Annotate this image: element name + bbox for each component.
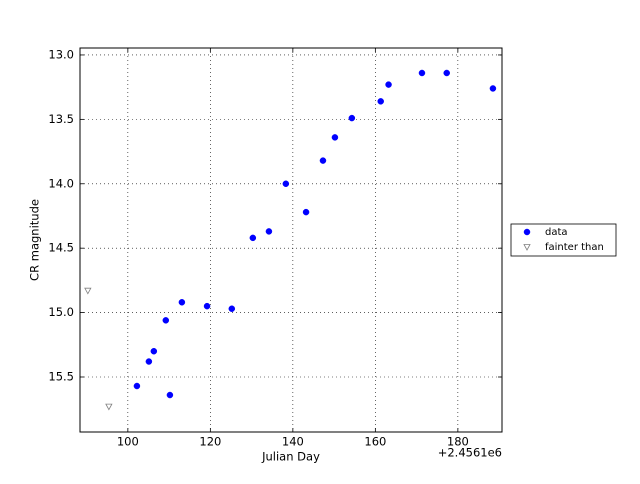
point	[150, 347, 158, 355]
point	[203, 302, 211, 310]
point	[302, 208, 310, 216]
point	[133, 382, 141, 390]
point	[178, 299, 186, 306]
point	[249, 234, 257, 242]
point	[166, 391, 174, 399]
plot-frame	[79, 47, 503, 433]
legend-marker	[523, 244, 531, 251]
point	[348, 114, 356, 122]
x-tick-label: 100	[117, 435, 139, 449]
y-tick-label: 15.5	[48, 369, 74, 383]
x-tick-label: 160	[364, 435, 386, 449]
legend-box	[510, 223, 617, 257]
point	[145, 358, 153, 365]
y-tick-label: 13.0	[48, 47, 74, 61]
point	[385, 81, 392, 88]
legend-label: data	[545, 227, 568, 238]
y-axis-label: CR magnitude	[28, 199, 42, 281]
point	[489, 85, 497, 92]
x-offset-label: +2.4561e6	[438, 446, 502, 460]
point	[331, 134, 339, 141]
y-tick-label: 15.0	[48, 305, 74, 319]
point	[443, 69, 450, 77]
point	[265, 228, 273, 235]
y-tick-label: 13.5	[48, 112, 74, 126]
point	[162, 317, 170, 324]
y-tick-label: 14.0	[48, 176, 74, 190]
point	[105, 403, 113, 411]
x-tick-label: 180	[447, 435, 469, 449]
point	[228, 305, 236, 312]
point	[84, 287, 92, 295]
y-tick-label: 14.5	[48, 241, 74, 255]
legend-label: fainter than	[545, 242, 604, 253]
x-tick-label: 120	[199, 435, 221, 449]
legend-marker	[523, 228, 531, 236]
x-tick-label: 140	[282, 435, 304, 449]
point	[282, 180, 290, 188]
x-axis-label: Julian Day	[261, 450, 320, 464]
point	[319, 157, 327, 164]
point	[377, 98, 384, 105]
point	[418, 69, 426, 77]
